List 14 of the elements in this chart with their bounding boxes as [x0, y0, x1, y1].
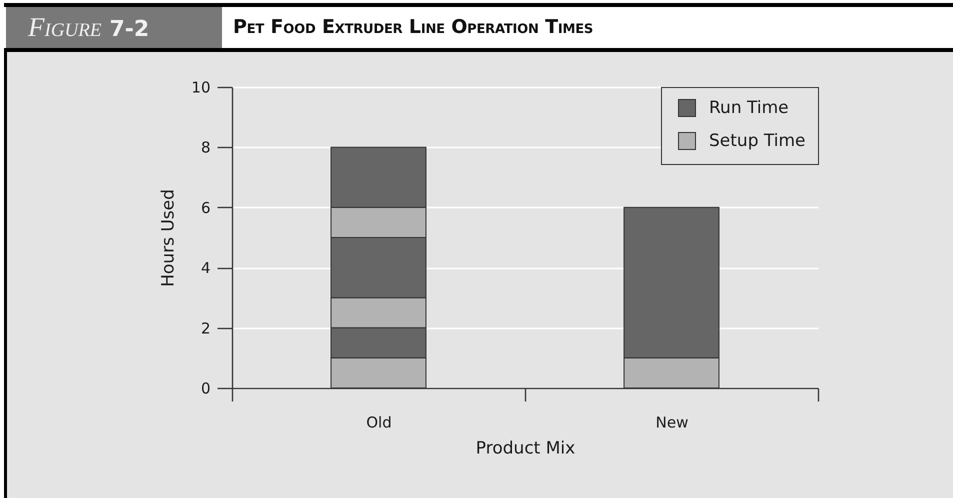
y-tick-label: 4 — [200, 259, 210, 278]
caption: Figure 7-2 — [28, 12, 150, 42]
x-axis-title: Product Mix — [476, 438, 576, 458]
legend-label: Run Time — [709, 98, 789, 118]
chart-title: Pet Food Extruder Line Operation Times — [233, 15, 594, 40]
y-tick-label: 6 — [200, 198, 210, 217]
y-tick-label: 2 — [200, 319, 210, 338]
y-tick-label: 10 — [191, 78, 210, 96]
y-tick-label: 8 — [200, 138, 210, 157]
x-tick-label: New — [656, 414, 688, 432]
legend-label: Setup Time — [709, 131, 806, 151]
y-tick-label: 0 — [200, 380, 210, 398]
x-tick-label: Old — [366, 414, 392, 432]
y-axis-title: Hours Used — [158, 189, 178, 287]
